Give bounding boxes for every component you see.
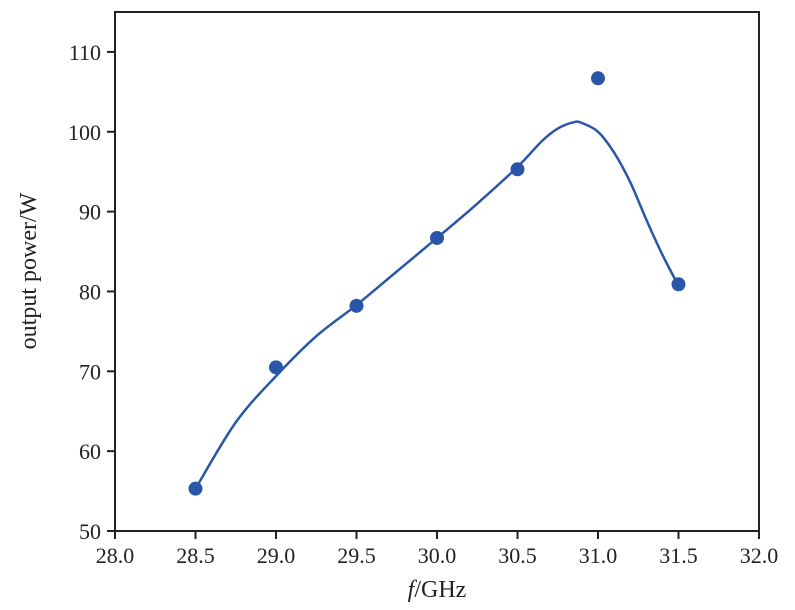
x-tick-label: 31.0 — [579, 543, 618, 568]
y-tick-label: 90 — [79, 200, 101, 225]
y-tick-label: 80 — [79, 279, 101, 304]
x-axis-label: f/GHz — [408, 577, 467, 603]
x-tick-label: 30.5 — [498, 543, 537, 568]
fit-curve-line — [194, 120, 680, 490]
x-tick-label: 31.5 — [659, 543, 698, 568]
x-axis-ticks: 28.0 28.5 29.0 29.5 30.0 30.5 31.0 31.5 32.0 — [96, 531, 779, 568]
data-point — [510, 162, 525, 177]
x-tick-label: 28.5 — [176, 543, 215, 568]
y-tick-label: 110 — [69, 40, 101, 65]
data-point — [591, 71, 605, 86]
data-point — [430, 230, 444, 245]
x-tick-label: 29.0 — [257, 543, 296, 568]
y-tick-label: 50 — [79, 519, 101, 544]
data-point — [349, 298, 364, 313]
y-tick-label: 100 — [68, 120, 101, 145]
x-tick-label: 29.5 — [337, 543, 376, 568]
y-tick-label: 70 — [79, 359, 101, 384]
data-point — [269, 360, 283, 375]
data-point — [671, 277, 686, 292]
y-tick-label: 60 — [79, 439, 101, 464]
x-tick-label: 32.0 — [740, 543, 779, 568]
data-point — [188, 481, 203, 496]
y-axis-label: output power/W — [16, 192, 42, 349]
x-tick-label: 30.0 — [418, 543, 457, 568]
y-axis-ticks: 50 60 70 80 90 100 110 — [68, 40, 115, 544]
x-tick-label: 28.0 — [96, 543, 135, 568]
data-points — [188, 71, 686, 496]
plot-frame — [114, 11, 760, 532]
